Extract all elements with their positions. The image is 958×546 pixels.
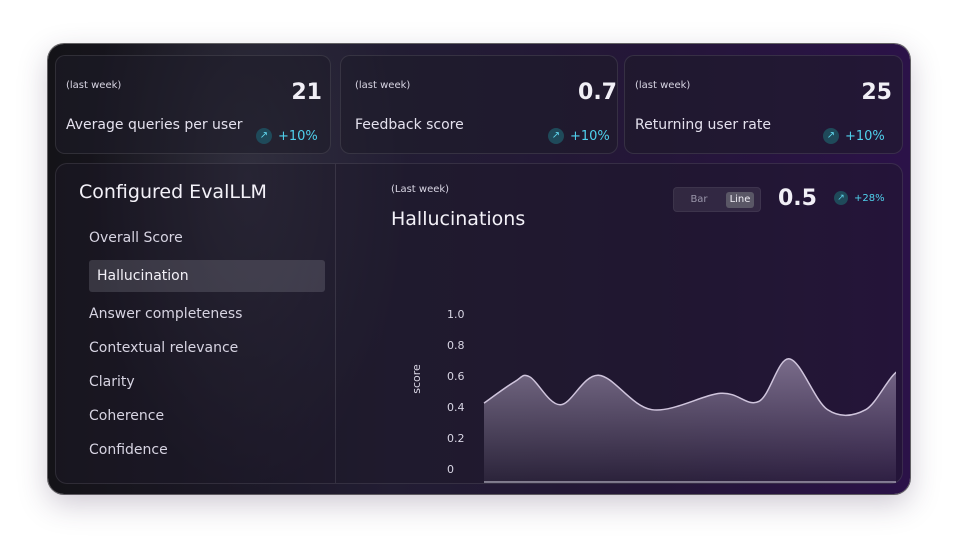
chart-trend-value: +28% (854, 192, 885, 204)
series-line (483, 358, 896, 417)
stat-value: 21 (291, 80, 322, 105)
stat-label: Average queries per user (66, 117, 243, 133)
arrow-up-right-icon: ↗ (823, 128, 839, 144)
arrow-up-right-icon: ↗ (256, 128, 272, 144)
arrow-up-right-icon: ↗ (548, 128, 564, 144)
stat-trend: ↗ +10% (823, 128, 885, 144)
stat-card-returning: (last week) 25 Returning user rate ↗ +10… (624, 55, 903, 154)
y-axis-label: score (410, 364, 423, 394)
stat-period: (last week) (635, 80, 691, 91)
stat-trend: ↗ +10% (548, 128, 610, 144)
metric-item-hallucination[interactable]: Hallucination (89, 260, 325, 292)
y-tick-label: 0.2 (447, 432, 465, 445)
y-tick-label: 0.6 (447, 370, 465, 383)
stat-card-queries: (last week) 21 Average queries per user … (55, 55, 331, 154)
metric-item-confidence[interactable]: Confidence (89, 442, 168, 458)
toggle-line-option[interactable]: Line (726, 192, 754, 208)
stat-card-feedback: (last week) 0.7 Feedback score ↗ +10% (340, 55, 618, 154)
dashboard-frame: (last week) 21 Average queries per user … (48, 44, 910, 494)
x-tick-label: day1 (484, 493, 514, 494)
x-tick-label: day2 (553, 493, 583, 494)
chart-trend: ↗ +28% (834, 191, 885, 205)
x-tick-label: day5 (771, 493, 801, 494)
stat-period: (last week) (66, 80, 122, 91)
metric-item-clarity[interactable]: Clarity (89, 374, 135, 390)
chart-period: (Last week) (391, 184, 450, 195)
hallucination-area-chart: 1.0 0.8 0.6 0.4 0.2 0 day1 day2 day3 day4 day5 day… (410, 308, 896, 494)
toggle-bar-option[interactable]: Bar (690, 194, 708, 205)
metric-item-coherence[interactable]: Coherence (89, 408, 165, 424)
chart-summary-value: 0.5 (778, 186, 817, 211)
trend-value: +10% (845, 128, 885, 144)
metric-item-overall-score[interactable]: Overall Score (89, 230, 183, 246)
metric-item-answer-completeness[interactable]: Answer completeness (89, 306, 243, 322)
stat-trend: ↗ +10% (256, 128, 318, 144)
chart-type-toggle: Bar Line (673, 187, 761, 212)
panel-divider (335, 164, 336, 483)
area-fill (484, 358, 896, 482)
metric-item-contextual-relevance[interactable]: Contextual relevance (89, 340, 239, 356)
x-tick-label: day6 (843, 493, 873, 494)
y-tick-label: 0.4 (447, 401, 465, 414)
trend-value: +10% (278, 128, 318, 144)
stat-value: 25 (861, 80, 892, 105)
evaluation-panel: Configured EvalLLM Overall Score Halluci… (55, 163, 903, 494)
y-tick-label: 1.0 (447, 308, 465, 321)
x-tick-label: day3 (623, 493, 653, 494)
arrow-up-right-icon: ↗ (834, 191, 848, 205)
stat-period: (last week) (355, 80, 411, 91)
chart-title: Hallucinations (391, 208, 526, 230)
y-tick-label: 0 (447, 463, 454, 476)
stat-label: Returning user rate (635, 117, 771, 133)
y-tick-label: 0.8 (447, 339, 465, 352)
x-tick-label: day4 (694, 493, 724, 494)
trend-value: +10% (570, 128, 610, 144)
stat-label: Feedback score (355, 117, 464, 133)
stat-value: 0.7 (578, 80, 617, 105)
sidebar-title: Configured EvalLLM (79, 181, 267, 203)
